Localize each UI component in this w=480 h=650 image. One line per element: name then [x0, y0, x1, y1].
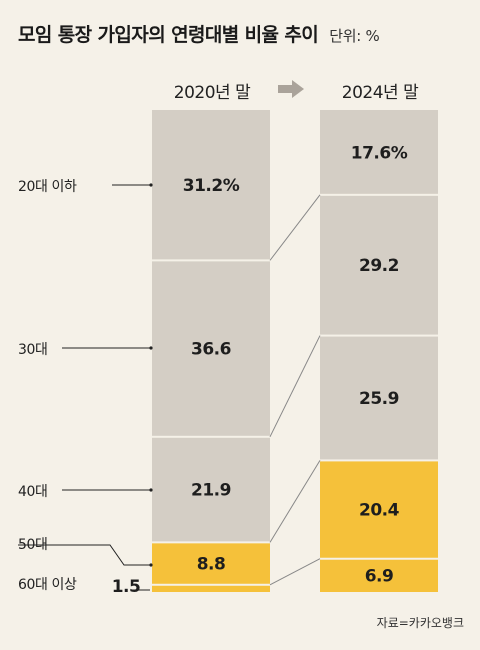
connector-line	[269, 558, 321, 586]
bar-segment	[152, 110, 270, 260]
unit-label: 단위: %	[329, 27, 380, 45]
source-note: 자료=카카오뱅크	[376, 616, 464, 630]
series-label: 40대	[18, 484, 48, 500]
connector-line	[269, 194, 321, 261]
series-label: 30대	[18, 342, 48, 358]
bar-segment	[152, 437, 270, 542]
data-label: 25.9	[359, 389, 399, 409]
bar-segment	[320, 461, 438, 558]
bar-segment	[152, 261, 270, 436]
leader-line	[18, 544, 150, 566]
bar-segment	[320, 336, 438, 460]
bar-segment	[320, 559, 438, 592]
data-label: 36.6	[191, 340, 231, 360]
bar-segment	[152, 543, 270, 584]
data-label: 17.6%	[351, 143, 408, 163]
leader-dot	[149, 488, 153, 492]
data-label: 31.2%	[183, 176, 240, 196]
bar-segment	[152, 585, 270, 592]
leader-dot	[149, 346, 153, 350]
data-label: 29.2	[359, 256, 399, 276]
series-label: 60대 이상	[18, 577, 77, 593]
series-label: 20대 이하	[18, 179, 77, 195]
bar-segment	[320, 195, 438, 335]
connector-line	[269, 335, 321, 438]
data-label: 8.8	[197, 555, 226, 575]
arrow-right-icon	[278, 80, 304, 98]
title-row: 모임 통장 가입자의 연령대별 비율 추이 단위: %	[18, 20, 380, 47]
data-label: 20.4	[359, 501, 400, 521]
bar-segment	[320, 110, 438, 194]
data-label: 6.9	[365, 566, 394, 586]
data-label: 1.5	[112, 577, 141, 597]
data-label: 21.9	[191, 481, 231, 501]
connector-line	[269, 460, 321, 543]
category-label-2020: 2020년 말	[173, 83, 251, 103]
category-label-2024: 2024년 말	[341, 83, 419, 103]
chart-title: 모임 통장 가입자의 연령대별 비율 추이	[18, 24, 319, 46]
leader-dot	[149, 183, 153, 187]
leader-dot	[149, 563, 153, 567]
